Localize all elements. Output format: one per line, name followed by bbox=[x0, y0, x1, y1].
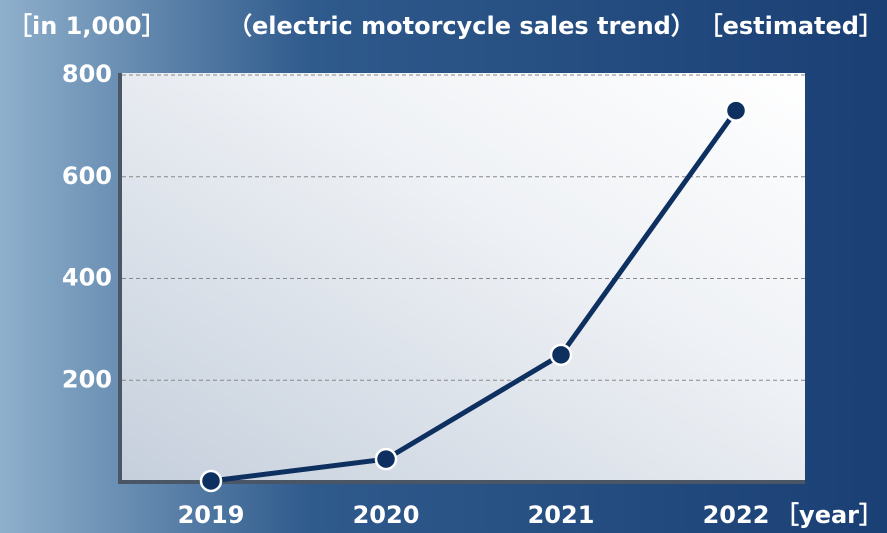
plot-area bbox=[120, 73, 805, 482]
data-point bbox=[549, 343, 573, 367]
x-tick-label: 2020 bbox=[353, 501, 420, 529]
chart-title: （electric motorcycle sales trend） bbox=[228, 12, 695, 40]
y-tick-label: 200 bbox=[62, 365, 112, 393]
axis bbox=[118, 73, 805, 484]
data-point bbox=[374, 447, 398, 471]
subtitle: ［estimated］ bbox=[699, 12, 883, 40]
line bbox=[210, 109, 739, 484]
x-tick-label: 2022 bbox=[703, 501, 770, 529]
x-tick-label: 2021 bbox=[528, 501, 595, 529]
y-tick-label: 800 bbox=[62, 60, 112, 88]
y-tick-label: 600 bbox=[62, 162, 112, 190]
data-point bbox=[724, 99, 748, 122]
unit-label: ［in 1,000］ bbox=[8, 12, 166, 40]
y-tick-label: 400 bbox=[62, 264, 112, 292]
x-axis-label: ［year］ bbox=[775, 501, 883, 529]
data-point bbox=[199, 469, 223, 493]
x-tick-label: 2019 bbox=[178, 501, 245, 529]
